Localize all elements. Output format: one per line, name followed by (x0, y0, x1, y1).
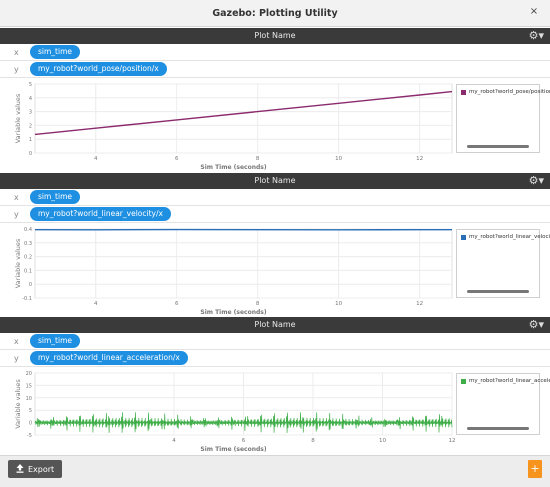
plot-header: Plot Name ⚙▾ (0, 173, 550, 189)
y-tick-label: 0.3 (24, 241, 32, 247)
y-variable-pill[interactable]: my_robot?world_linear_velocity/x (30, 207, 171, 221)
x-axis-title: Sim Time (seconds) (200, 446, 266, 453)
y-tick-label: 3 (29, 110, 32, 116)
y-axis-title: Variable values (14, 238, 22, 288)
y-tick-label: 10 (26, 396, 32, 402)
x-variable-pill[interactable]: sim_time (30, 190, 80, 204)
y-tick-label: 4 (29, 96, 32, 102)
footer-bar: Export + (0, 455, 550, 487)
plot-name: Plot Name (254, 31, 295, 40)
plot-background (35, 229, 452, 298)
x-tick-label: 12 (449, 438, 456, 444)
plot-name: Plot Name (254, 176, 295, 185)
y-axis-title: Variable values (14, 379, 22, 429)
y-tick-label: 5 (29, 408, 32, 414)
x-tick-label: 12 (416, 156, 423, 162)
x-axis-title: Sim Time (seconds) (200, 309, 266, 316)
y-tick-label: 0.2 (24, 255, 32, 261)
add-plot-button[interactable]: + (528, 460, 542, 478)
legend-label: my_robot?world_pose/position/x (469, 89, 550, 95)
x-tick-label: 10 (335, 156, 342, 162)
export-button[interactable]: Export (8, 460, 62, 478)
legend-entry: my_robot?world_linear_acceleration/x (461, 378, 550, 384)
x-tick-label: 6 (175, 301, 179, 307)
title-bar: Gazebo: Plotting Utility × (0, 0, 550, 27)
legend-scrollbar[interactable] (467, 427, 529, 430)
plot-panel: Plot Name ⚙▾ x sim_time y my_robot?world… (0, 173, 550, 316)
x-tick-label: 12 (416, 301, 423, 307)
y-tick-label: 2 (29, 123, 32, 129)
x-tick-label: 4 (94, 156, 98, 162)
x-variable-pill[interactable]: sim_time (30, 45, 80, 59)
x-axis-label: x (14, 193, 24, 202)
legend-swatch (461, 90, 466, 95)
x-axis-label: x (14, 337, 24, 346)
close-icon[interactable]: × (526, 4, 542, 20)
x-tick-label: 6 (242, 438, 246, 444)
plot-header: Plot Name ⚙▾ (0, 317, 550, 333)
legend-scrollbar[interactable] (467, 145, 529, 148)
y-variable-row: y my_robot?world_linear_velocity/x (0, 206, 550, 223)
x-axis-label: x (14, 48, 24, 57)
x-tick-label: 8 (256, 301, 260, 307)
x-tick-label: 8 (256, 156, 260, 162)
x-variable-row: x sim_time (0, 44, 550, 61)
y-tick-label: 0 (29, 282, 32, 288)
legend: my_robot?world_linear_acceleration/x (456, 373, 540, 435)
legend-label: my_robot?world_linear_velocity/x (469, 234, 550, 240)
legend-entry: my_robot?world_pose/position/x (461, 89, 550, 95)
plot-background (35, 84, 452, 153)
y-tick-label: 20 (26, 371, 32, 377)
plot-panel: Plot Name ⚙▾ x sim_time y my_robot?world… (0, 28, 550, 171)
gear-icon[interactable]: ⚙▾ (529, 173, 544, 189)
legend-swatch (461, 235, 466, 240)
legend-scrollbar[interactable] (467, 290, 529, 293)
y-axis-title: Variable values (14, 93, 22, 143)
y-tick-label: 0 (29, 151, 32, 157)
upload-icon (16, 464, 24, 475)
legend-swatch (461, 379, 466, 384)
y-tick-label: -0.1 (22, 296, 32, 302)
chart-area[interactable]: 4 6 8 10 12 -5 0 5 10 15 20 Sim Time (seconds) Varia… (0, 367, 550, 453)
y-tick-label: 15 (26, 383, 32, 389)
x-tick-label: 6 (175, 156, 179, 162)
x-axis-title: Sim Time (seconds) (200, 164, 266, 171)
export-label: Export (28, 465, 54, 474)
y-tick-label: 0.4 (24, 227, 32, 233)
x-tick-label: 10 (379, 438, 386, 444)
legend: my_robot?world_pose/position/x (456, 84, 540, 153)
legend-entry: my_robot?world_linear_velocity/x (461, 234, 550, 240)
y-tick-label: 5 (29, 82, 32, 88)
x-tick-label: 10 (335, 301, 342, 307)
x-tick-label: 4 (94, 301, 98, 307)
x-variable-pill[interactable]: sim_time (30, 334, 80, 348)
y-tick-label: 0.1 (24, 268, 32, 274)
x-variable-row: x sim_time (0, 189, 550, 206)
chart-area[interactable]: 4 6 8 10 12 -0.1 0 0.1 0.2 0.3 0.4 Sim Time (second… (0, 223, 550, 316)
plot-name: Plot Name (254, 320, 295, 329)
legend: my_robot?world_linear_velocity/x (456, 229, 540, 298)
gear-icon[interactable]: ⚙▾ (529, 28, 544, 44)
y-tick-label: 1 (29, 137, 32, 143)
y-variable-pill[interactable]: my_robot?world_linear_acceleration/x (30, 351, 188, 365)
y-variable-row: y my_robot?world_linear_acceleration/x (0, 350, 550, 367)
plot-header: Plot Name ⚙▾ (0, 28, 550, 44)
y-tick-label: 0 (29, 421, 32, 427)
gear-icon[interactable]: ⚙▾ (529, 317, 544, 333)
y-variable-pill[interactable]: my_robot?world_pose/position/x (30, 62, 167, 76)
x-variable-row: x sim_time (0, 333, 550, 350)
legend-label: my_robot?world_linear_acceleration/x (469, 378, 550, 384)
y-axis-label: y (14, 354, 24, 363)
y-axis-label: y (14, 65, 24, 74)
y-variable-row: y my_robot?world_pose/position/x (0, 61, 550, 78)
y-tick-label: -5 (27, 433, 32, 439)
y-axis-label: y (14, 210, 24, 219)
window-title: Gazebo: Plotting Utility (0, 8, 550, 19)
plot-panel: Plot Name ⚙▾ x sim_time y my_robot?world… (0, 317, 550, 453)
x-tick-label: 8 (311, 438, 315, 444)
x-tick-label: 4 (172, 438, 176, 444)
